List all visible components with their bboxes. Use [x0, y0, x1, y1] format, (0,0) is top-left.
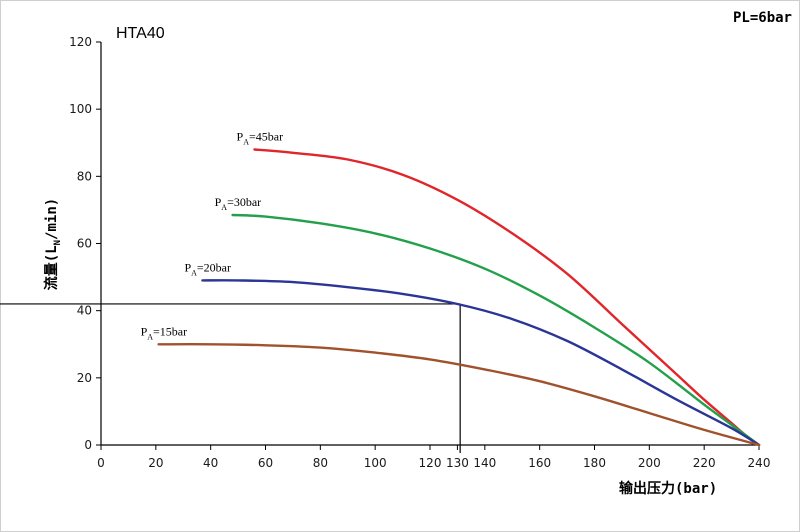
y-tick-label: 80 [77, 169, 92, 183]
x-tick-label: 130 [446, 456, 469, 470]
series-label-main: P [215, 195, 222, 209]
x-tick-label: 220 [693, 456, 716, 470]
series-line-4 [157, 343, 761, 447]
x-tick-label: 100 [364, 456, 387, 470]
x-tick-label: 140 [473, 456, 496, 470]
series-label-post: =30bar [227, 195, 261, 209]
x-tick-label: 240 [748, 456, 771, 470]
x-tick-label: 20 [148, 456, 163, 470]
series-label-main: P [237, 129, 244, 143]
series-line-2 [231, 213, 761, 447]
x-tick-label: 160 [528, 456, 551, 470]
series-label-post: =15bar [153, 324, 187, 338]
y-tick-label: 0 [84, 438, 92, 452]
pl-note: PL=6bar [733, 10, 792, 26]
x-tick-label: 40 [203, 456, 218, 470]
series-line-1 [253, 148, 761, 447]
series-label-post: =45bar [249, 129, 283, 143]
y-tick-label: 100 [69, 102, 92, 116]
y-axis-label-sub: N [53, 240, 63, 245]
series-label-2: PA=30bar [215, 195, 262, 212]
y-axis-label: 流量(LN/min) [43, 198, 63, 290]
y-tick-label: 20 [77, 371, 92, 385]
y-tick-label: 60 [77, 237, 92, 251]
x-tick-label: 0 [97, 456, 105, 470]
series-label-1: PA=45bar [237, 129, 284, 146]
x-tick-label: 80 [313, 456, 328, 470]
x-tick-label: 180 [583, 456, 606, 470]
series-label-4: PA=15bar [141, 324, 188, 341]
axes: 0 20 40 60 80 100 120 130 140 160 180 200 220 240 0 20 4… [69, 35, 770, 470]
reference-lines [0, 303, 461, 453]
series-label-post: =20bar [197, 260, 231, 274]
y-axis-label-pre: 流量(L [43, 245, 60, 290]
series-label-main: P [184, 260, 191, 274]
y-axis-label-post: /min) [44, 198, 60, 240]
series-line-3 [201, 279, 761, 447]
chart-title: HTA40 [116, 25, 165, 42]
y-tick-label: 120 [69, 35, 92, 49]
x-axis-label: 输出压力(bar) [619, 480, 717, 497]
x-tick-label: 120 [419, 456, 442, 470]
y-tick-label: 40 [77, 304, 92, 318]
series-label-sub: A [147, 332, 153, 341]
series-label-sub: A [221, 203, 227, 212]
x-tick-label: 60 [258, 456, 273, 470]
series-label-sub: A [191, 268, 197, 277]
x-tick-label: 200 [638, 456, 661, 470]
series-label-sub: A [243, 137, 249, 146]
series-label-main: P [141, 324, 148, 338]
series-label-3: PA=20bar [184, 260, 231, 277]
